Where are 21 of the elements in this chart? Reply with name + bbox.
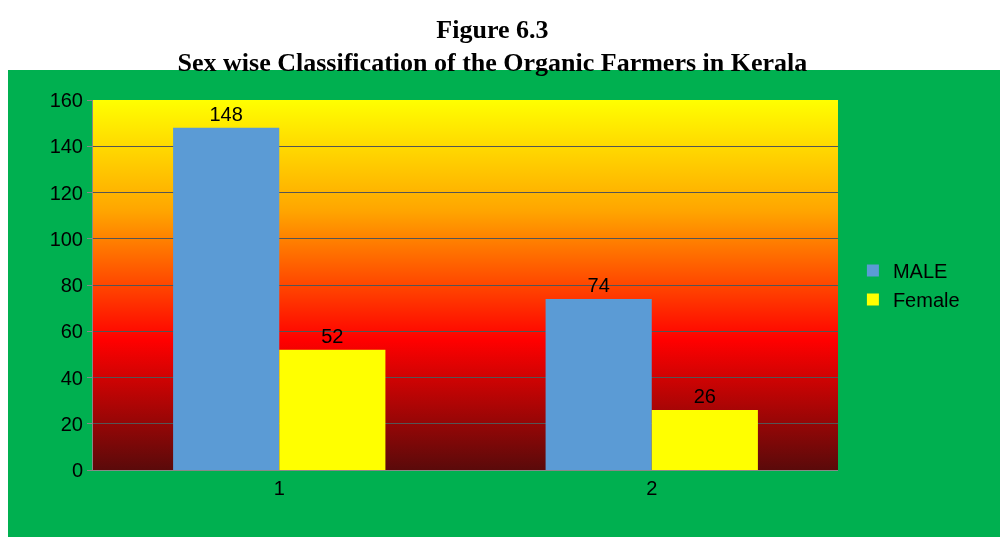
y-tick-label: 40 xyxy=(60,366,83,389)
y-tick-label: 100 xyxy=(49,227,83,250)
bar xyxy=(651,409,758,470)
y-tick-label: 0 xyxy=(71,459,83,481)
y-tick-label: 140 xyxy=(49,135,83,158)
bar xyxy=(173,127,280,470)
bar xyxy=(545,298,652,470)
y-tick-label: 120 xyxy=(49,181,83,204)
x-tick-label: 1 xyxy=(273,477,285,499)
data-label: 148 xyxy=(209,102,243,125)
y-tick-label: 60 xyxy=(60,320,83,343)
data-label: 26 xyxy=(693,384,716,407)
legend-label: Female xyxy=(892,289,960,312)
y-tick-label: 20 xyxy=(60,412,83,435)
y-tick-label: 80 xyxy=(60,274,83,296)
chart-subtitle: Sex wise Classification of the Organic Farmers in Kerala xyxy=(177,48,808,78)
x-tick-label: 2 xyxy=(646,477,658,499)
y-tick-label: 160 xyxy=(49,89,83,111)
legend-label: MALE xyxy=(892,260,948,283)
chart-title: Figure 6.3 xyxy=(436,14,549,44)
bar xyxy=(279,349,386,470)
